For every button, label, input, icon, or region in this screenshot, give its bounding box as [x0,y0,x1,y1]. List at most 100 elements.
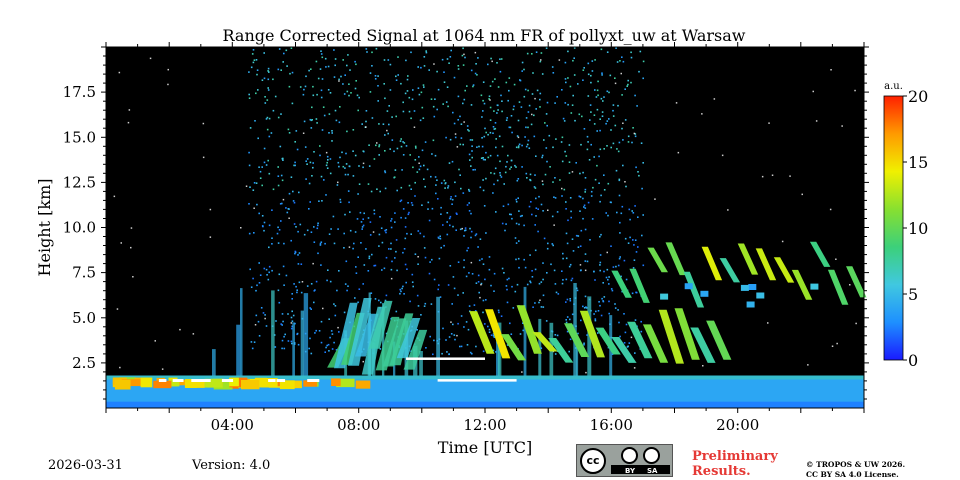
noise-pixel [627,345,629,348]
noise-pixel [437,198,439,200]
noise-pixel [377,85,379,87]
noise-pixel [538,282,541,285]
noise-pixel [311,106,313,109]
noise-pixel [539,106,541,108]
noise-pixel [282,198,285,201]
vertical-streak [576,346,579,390]
noise-pixel [481,116,483,118]
noise-pixel [495,211,497,213]
noise-pixel [583,204,586,207]
noise-pixel [447,284,450,286]
noise-pixel [324,351,326,353]
noise-pixel [532,306,534,308]
noise-pixel [316,93,318,96]
noise-pixel [262,312,265,314]
noise-pixel [362,224,365,227]
noise-pixel [630,336,633,339]
noise-pixel [455,212,458,215]
noise-pixel [637,216,639,218]
noise-pixel [361,228,363,230]
noise-pixel [253,182,256,184]
noise-pixel [378,233,381,236]
noise-pixel [417,66,419,68]
noise-pixel [580,143,582,146]
colorbar-tick-label: 5 [908,285,918,304]
noise-pixel [270,132,273,134]
noise-pixel [569,299,572,302]
noise-pixel [369,72,372,74]
upper-cloud-streak [611,270,632,298]
noise-pixel [493,290,495,292]
noise-pixel [635,291,638,294]
noise-pixel [475,345,477,348]
noise-pixel [513,83,516,86]
noise-pixel [328,132,330,134]
noise-pixel [433,339,435,342]
noise-pixel [807,364,809,366]
noise-pixel [513,105,515,108]
plume-streak [354,313,379,357]
noise-pixel [423,86,425,88]
noise-pixel [830,69,832,71]
noise-pixel [271,237,273,239]
noise-pixel [619,60,621,62]
noise-pixel [449,215,452,218]
noise-pixel [369,91,372,93]
noise-pixel [534,187,537,189]
noise-pixel [297,230,299,233]
noise-pixel [251,53,254,55]
noise-pixel [306,158,309,160]
noise-pixel [631,210,633,212]
noise-pixel [547,242,549,245]
noise-pixel [501,267,504,270]
cloud-streak [485,309,511,359]
noise-pixel [501,100,503,102]
noise-pixel [494,167,497,170]
noise-pixel [422,84,425,86]
noise-pixel [493,128,496,130]
noise-pixel [483,102,486,105]
noise-pixel [531,93,534,95]
noise-pixel [337,326,339,329]
noise-pixel [299,86,302,88]
noise-pixel [400,138,402,140]
noise-pixel [119,366,121,369]
noise-pixel [612,115,615,117]
noise-pixel [394,257,396,259]
noise-pixel [280,174,283,177]
vertical-streak [413,345,418,390]
noise-pixel [477,57,479,59]
noise-pixel [326,161,328,164]
noise-pixel [515,200,518,203]
noise-pixel [462,47,464,50]
noise-pixel [499,70,502,73]
noise-pixel [355,80,357,82]
noise-pixel [416,329,418,331]
noise-pixel [282,265,285,268]
y-tick-label: 12.5 [63,173,96,191]
noise-pixel [574,119,576,122]
noise-pixel [571,171,574,173]
vertical-streak [523,286,527,390]
noise-pixel [259,177,262,179]
noise-pixel [292,314,295,317]
noise-pixel [327,269,329,271]
noise-pixel [634,94,636,97]
noise-pixel [250,66,253,69]
noise-pixel [580,269,582,271]
noise-pixel [365,48,368,50]
noise-pixel [354,87,357,90]
noise-pixel [488,328,491,331]
bright-layer-cell [140,377,153,388]
noise-pixel [596,164,598,167]
noise-pixel [463,266,465,269]
noise-pixel [478,291,480,294]
noise-pixel [402,285,404,288]
noise-pixel [341,151,343,154]
noise-pixel [293,201,296,204]
noise-pixel [278,229,281,231]
noise-pixel [379,190,381,193]
noise-pixel [568,144,571,146]
noise-pixel [469,139,472,141]
noise-pixel [538,301,540,304]
